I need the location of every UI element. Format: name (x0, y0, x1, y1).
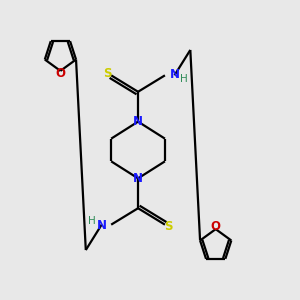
Text: S: S (165, 220, 173, 232)
Text: S: S (103, 68, 112, 80)
Text: O: O (56, 67, 65, 80)
Text: N: N (133, 172, 143, 185)
Text: N: N (133, 115, 143, 128)
Text: H: H (181, 74, 188, 84)
Text: N: N (97, 219, 106, 232)
Text: O: O (211, 220, 221, 233)
Text: H: H (88, 216, 96, 226)
Text: N: N (169, 68, 179, 81)
